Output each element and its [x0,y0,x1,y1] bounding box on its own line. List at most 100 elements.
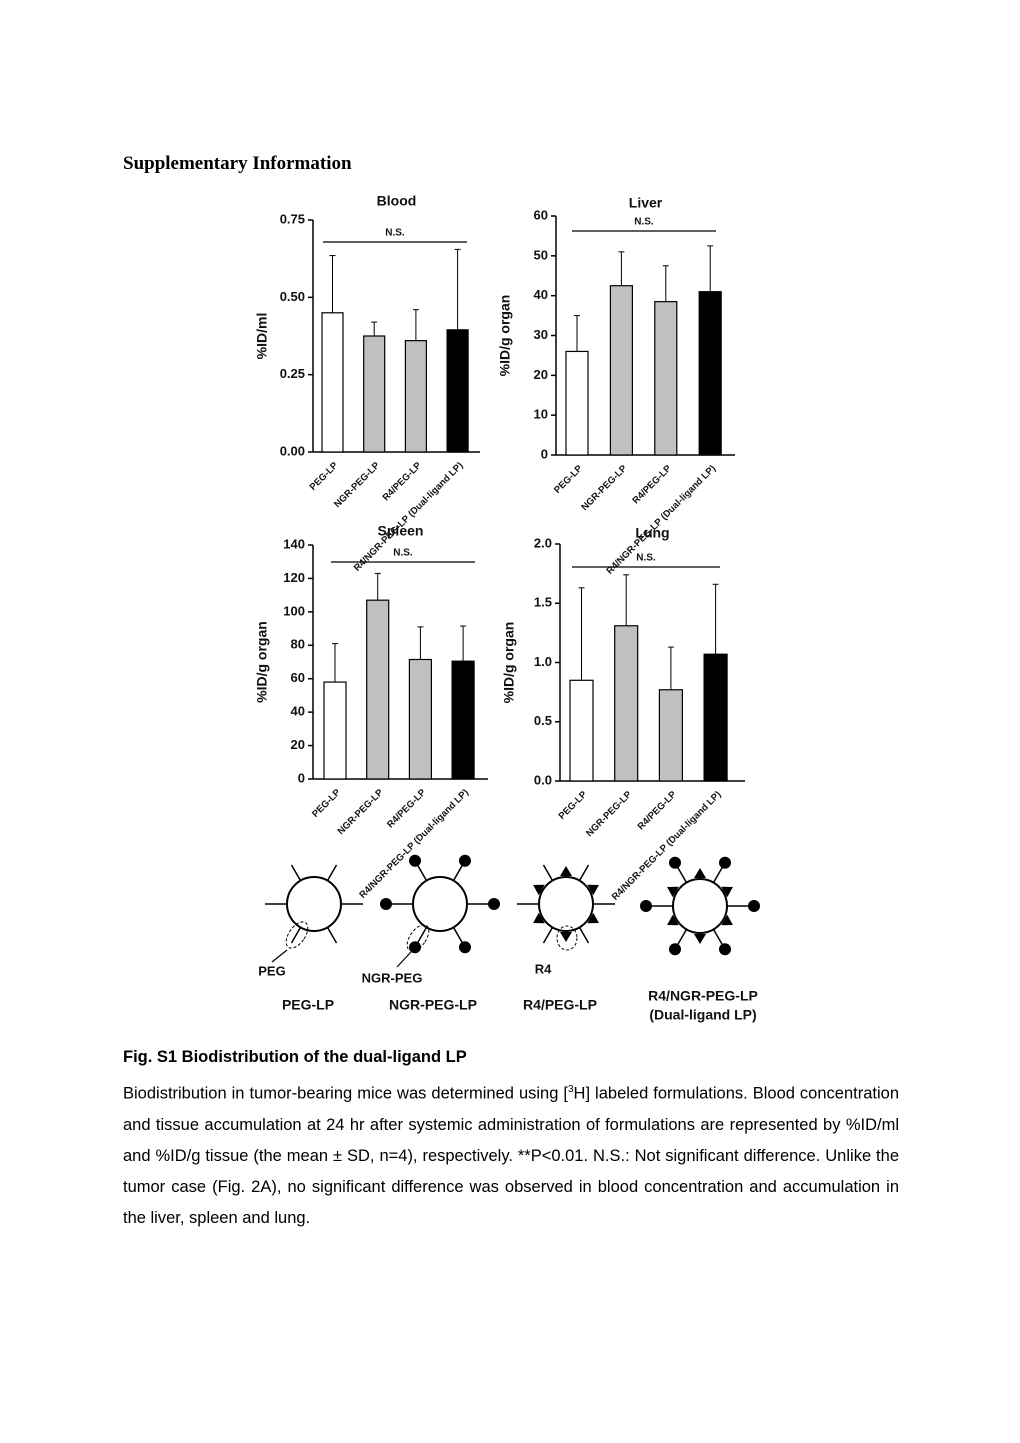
x-tick-label: NGR-PEG-LP [579,463,629,513]
r4-peptide [721,886,733,898]
x-tick-label: R4/PEG-LP [636,789,680,833]
heading: Supplementary Information [123,153,352,174]
bar [408,658,432,780]
annotation: N.S. [385,228,405,239]
peg-chain [290,927,302,944]
y-tick-label: 2.0 [534,535,552,550]
x-tick-label: R4/PEG-LP [385,787,429,831]
ngr-ligand [669,856,681,869]
ngr-ligand [409,854,421,867]
peg-chain [578,864,590,881]
ngr-ligand [459,854,471,867]
pointer [271,949,288,963]
bar [404,340,427,453]
y-axis-label: %ID/g organ [254,621,270,703]
ngr-ligand [669,943,681,956]
r4-peptide [533,912,545,924]
bar [609,285,634,456]
r4-peptide [694,868,706,878]
x-tick-label: R4/PEG-LP [381,460,425,504]
y-tick-label: 50 [534,247,548,262]
bar [446,329,469,453]
y-tick-label: 0 [298,770,305,785]
bar [569,679,594,782]
ngr-ligand [380,898,392,910]
x-tick-label: NGR-PEG-LP [336,787,386,837]
peg-chain [542,864,554,881]
x-tick-label: PEG-LP [310,787,343,820]
bar [321,312,344,453]
caption-text: H] labeled formulations. Blood concentra… [123,1084,899,1227]
ngr-ligand [719,943,731,956]
y-tick-label: 40 [534,287,548,302]
r4-peptide [721,914,733,926]
y-tick-label: 0.75 [280,211,305,226]
highlight [285,921,309,949]
peg-chain [326,864,338,881]
diagram-name: NGR-PEG-LP [389,997,477,1013]
annotation: N.S. [636,553,656,564]
chart-title: Blood [377,193,417,209]
bar [614,625,639,782]
diagram-name: R4/NGR-PEG-LP [648,988,758,1004]
caption-text: Biodistribution in tumor-bearing mice wa… [123,1084,568,1103]
peg-chain [676,929,688,946]
bar [363,335,386,453]
bar [366,599,390,780]
liposome [412,876,468,932]
r4-peptide [667,886,679,898]
diagram-label: PEG [258,963,285,978]
peg-chain [712,866,724,883]
liposome [672,878,728,934]
peg-chain [416,864,428,881]
peg-chain [326,927,338,944]
y-tick-label: 60 [291,670,305,685]
annotation: N.S. [634,217,654,228]
r4-peptide [587,884,599,896]
peg-chain [712,929,724,946]
bar [703,653,728,782]
y-axis-label: %ID/g organ [497,295,513,377]
peg-chain [290,864,302,881]
superscript: 3 [567,1084,574,1095]
peg-chain [578,927,590,944]
highlight [406,924,430,952]
ngr-ligand [640,900,652,912]
chart-title: Lung [635,525,669,541]
annotation: N.S. [393,548,413,559]
ngr-ligand [748,900,760,912]
y-tick-label: 0.00 [280,443,305,458]
bar [658,689,684,782]
y-tick-label: 60 [534,207,548,222]
peg-chain [676,866,688,883]
y-tick-label: 20 [534,367,548,382]
chart-title: Liver [629,195,663,211]
y-tick-label: 1.5 [534,595,552,610]
y-tick-label: 10 [534,407,548,422]
r4-peptide [560,932,572,942]
bar [654,301,678,456]
r4-peptide [587,912,599,924]
peg-chain [452,927,464,944]
x-tick-label: R4/PEG-LP [630,463,674,507]
bar [698,291,722,456]
chart-title: Spleen [378,523,424,539]
y-axis-label: %ID/g organ [501,622,517,704]
x-tick-label: PEG-LP [557,789,590,822]
bar [323,681,347,780]
diagram-label: NGR-PEG [362,970,423,985]
y-tick-label: 0.50 [280,289,305,304]
liposome [286,876,342,932]
ngr-ligand [719,856,731,869]
peg-chain [452,864,464,881]
r4-peptide [694,934,706,944]
peg-chain [542,927,554,944]
y-tick-label: 140 [283,536,305,551]
y-tick-label: 0.5 [534,713,552,728]
x-tick-label: PEG-LP [308,460,341,493]
y-tick-label: 0.0 [534,772,552,787]
y-tick-label: 30 [534,327,548,342]
bar [565,350,589,456]
